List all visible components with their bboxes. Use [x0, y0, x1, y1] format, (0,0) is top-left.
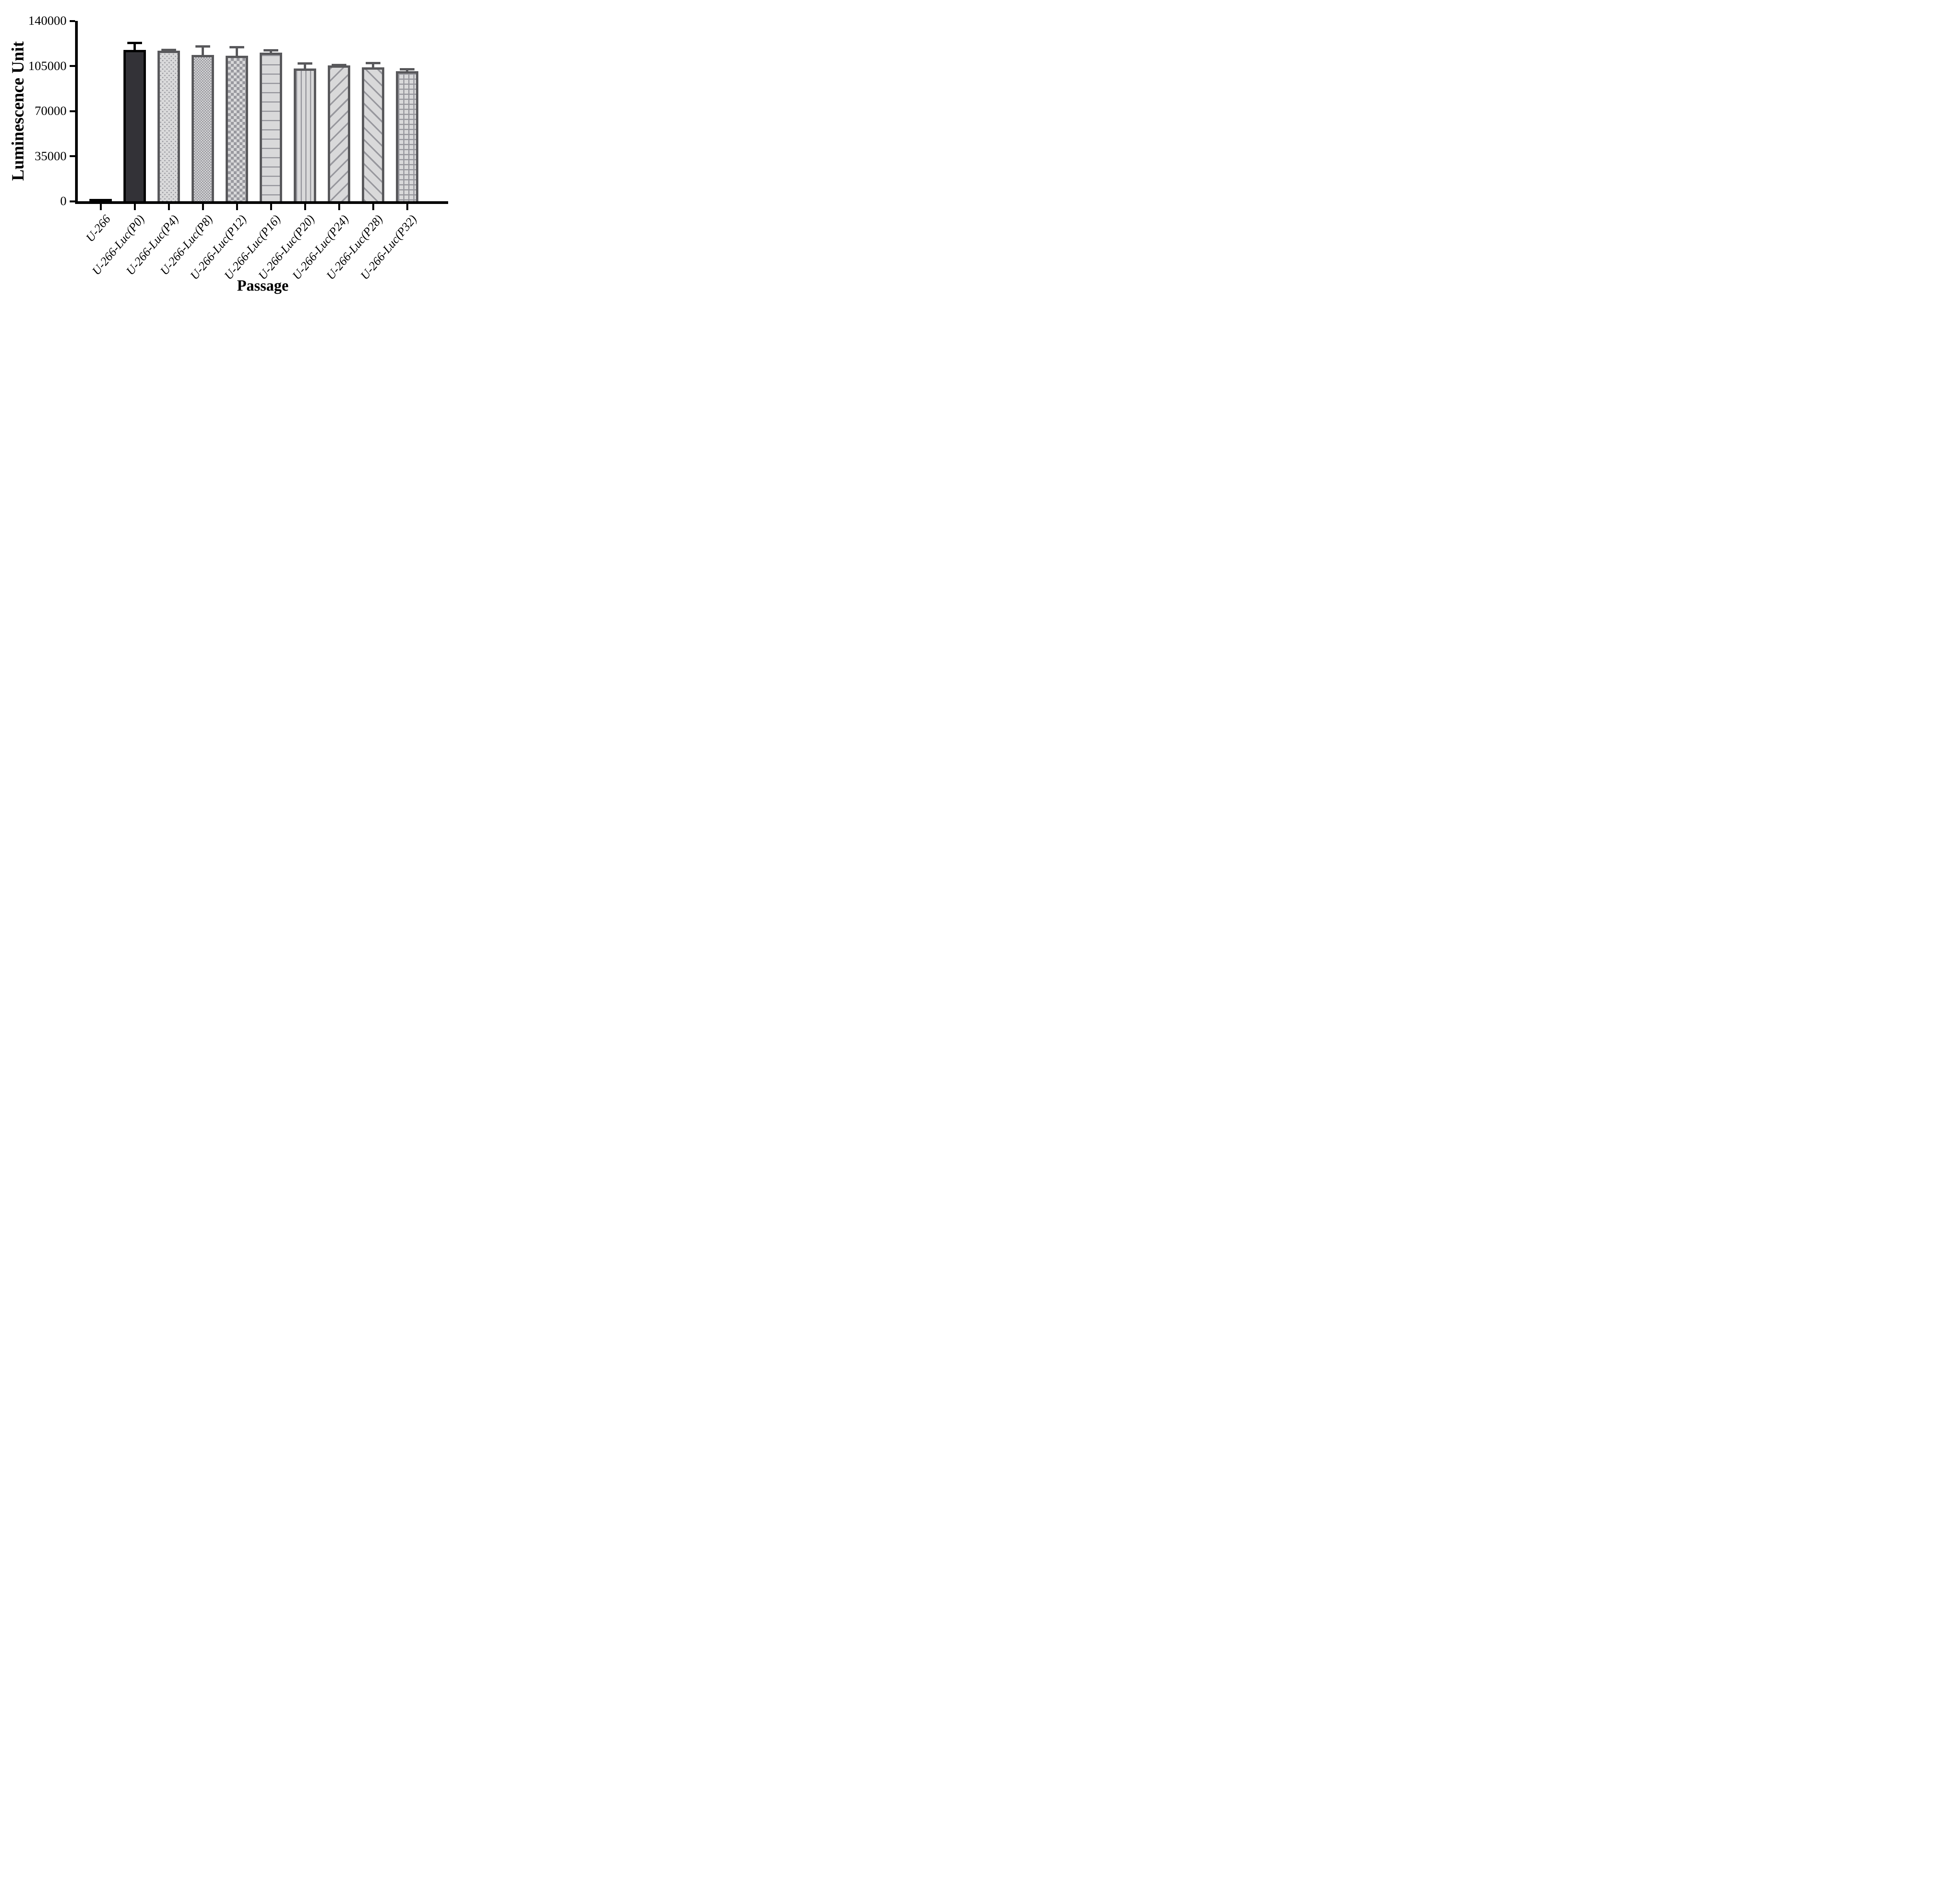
error-bar-U-266-Luc(P24) — [332, 63, 346, 68]
bar-U-266-Luc(P12) — [226, 55, 248, 201]
error-bar-cap — [161, 48, 176, 51]
y-axis-tick — [70, 200, 75, 202]
y-axis-tick — [70, 20, 75, 22]
error-bar-cap — [195, 45, 210, 48]
x-axis-tick — [406, 204, 408, 210]
error-bar-cap — [400, 68, 414, 71]
x-axis-tick — [338, 204, 340, 210]
error-bar-cap — [366, 62, 380, 64]
bar-U-266 — [89, 199, 112, 201]
x-axis-tick — [236, 204, 238, 210]
error-bar-U-266-Luc(P8) — [195, 45, 210, 58]
error-bar-U-266-Luc(P28) — [366, 62, 380, 70]
x-axis-tick — [99, 204, 102, 210]
error-bar-U-266-Luc(P16) — [264, 49, 278, 55]
error-bar-cap — [298, 62, 312, 65]
y-axis-tick — [70, 110, 75, 112]
bar-U-266-Luc(P8) — [192, 55, 214, 201]
x-axis-tick — [202, 204, 204, 210]
bar-U-266-Luc(P16) — [260, 52, 282, 201]
y-tick-label: 0 — [60, 194, 67, 208]
y-tick-label: 70000 — [34, 104, 67, 118]
plot-area — [75, 21, 448, 204]
bar-U-266-Luc(P24) — [328, 65, 350, 201]
error-bar-stem — [372, 62, 374, 70]
error-bar-cap — [264, 49, 278, 51]
x-category-label: U-266 — [83, 212, 113, 245]
error-bar-stem — [270, 49, 272, 55]
x-axis-tick — [270, 204, 272, 210]
error-bar-stem — [202, 45, 204, 58]
bar-chart-figure: Luminescence Unit 0 35000 70000 105000 14000… — [0, 0, 453, 310]
error-bar-stem — [304, 62, 306, 71]
error-bar-stem — [236, 46, 238, 58]
x-axis-tick — [134, 204, 136, 210]
y-axis-tick — [70, 65, 75, 67]
error-bar-stem — [406, 68, 408, 74]
y-tick-label: 35000 — [34, 149, 67, 163]
x-axis-title: Passage — [237, 277, 289, 294]
error-bar-U-266-Luc(P12) — [229, 46, 244, 58]
bar-U-266-Luc(P32) — [396, 71, 418, 201]
bar-U-266-Luc(P0) — [123, 50, 146, 201]
y-tick-label: 140000 — [28, 14, 67, 28]
bar-U-266-Luc(P20) — [294, 68, 316, 201]
error-bar-U-266-Luc(P20) — [298, 62, 312, 71]
bar-U-266-Luc(P4) — [158, 50, 180, 201]
error-bar-cap — [332, 63, 346, 66]
error-bar-cap — [127, 41, 142, 44]
error-bar-cap — [229, 46, 244, 48]
y-tick-label: 105000 — [28, 59, 67, 73]
error-bar-U-266-Luc(P32) — [400, 68, 414, 74]
x-axis-tick — [168, 204, 170, 210]
error-bar-stem — [134, 41, 136, 52]
x-axis-tick — [304, 204, 306, 210]
error-bar-U-266-Luc(P0) — [127, 41, 142, 52]
error-bar-U-266-Luc(P4) — [161, 48, 176, 53]
x-axis-tick — [372, 204, 374, 210]
y-axis-tick — [70, 155, 75, 157]
bar-U-266-Luc(P28) — [362, 67, 384, 201]
